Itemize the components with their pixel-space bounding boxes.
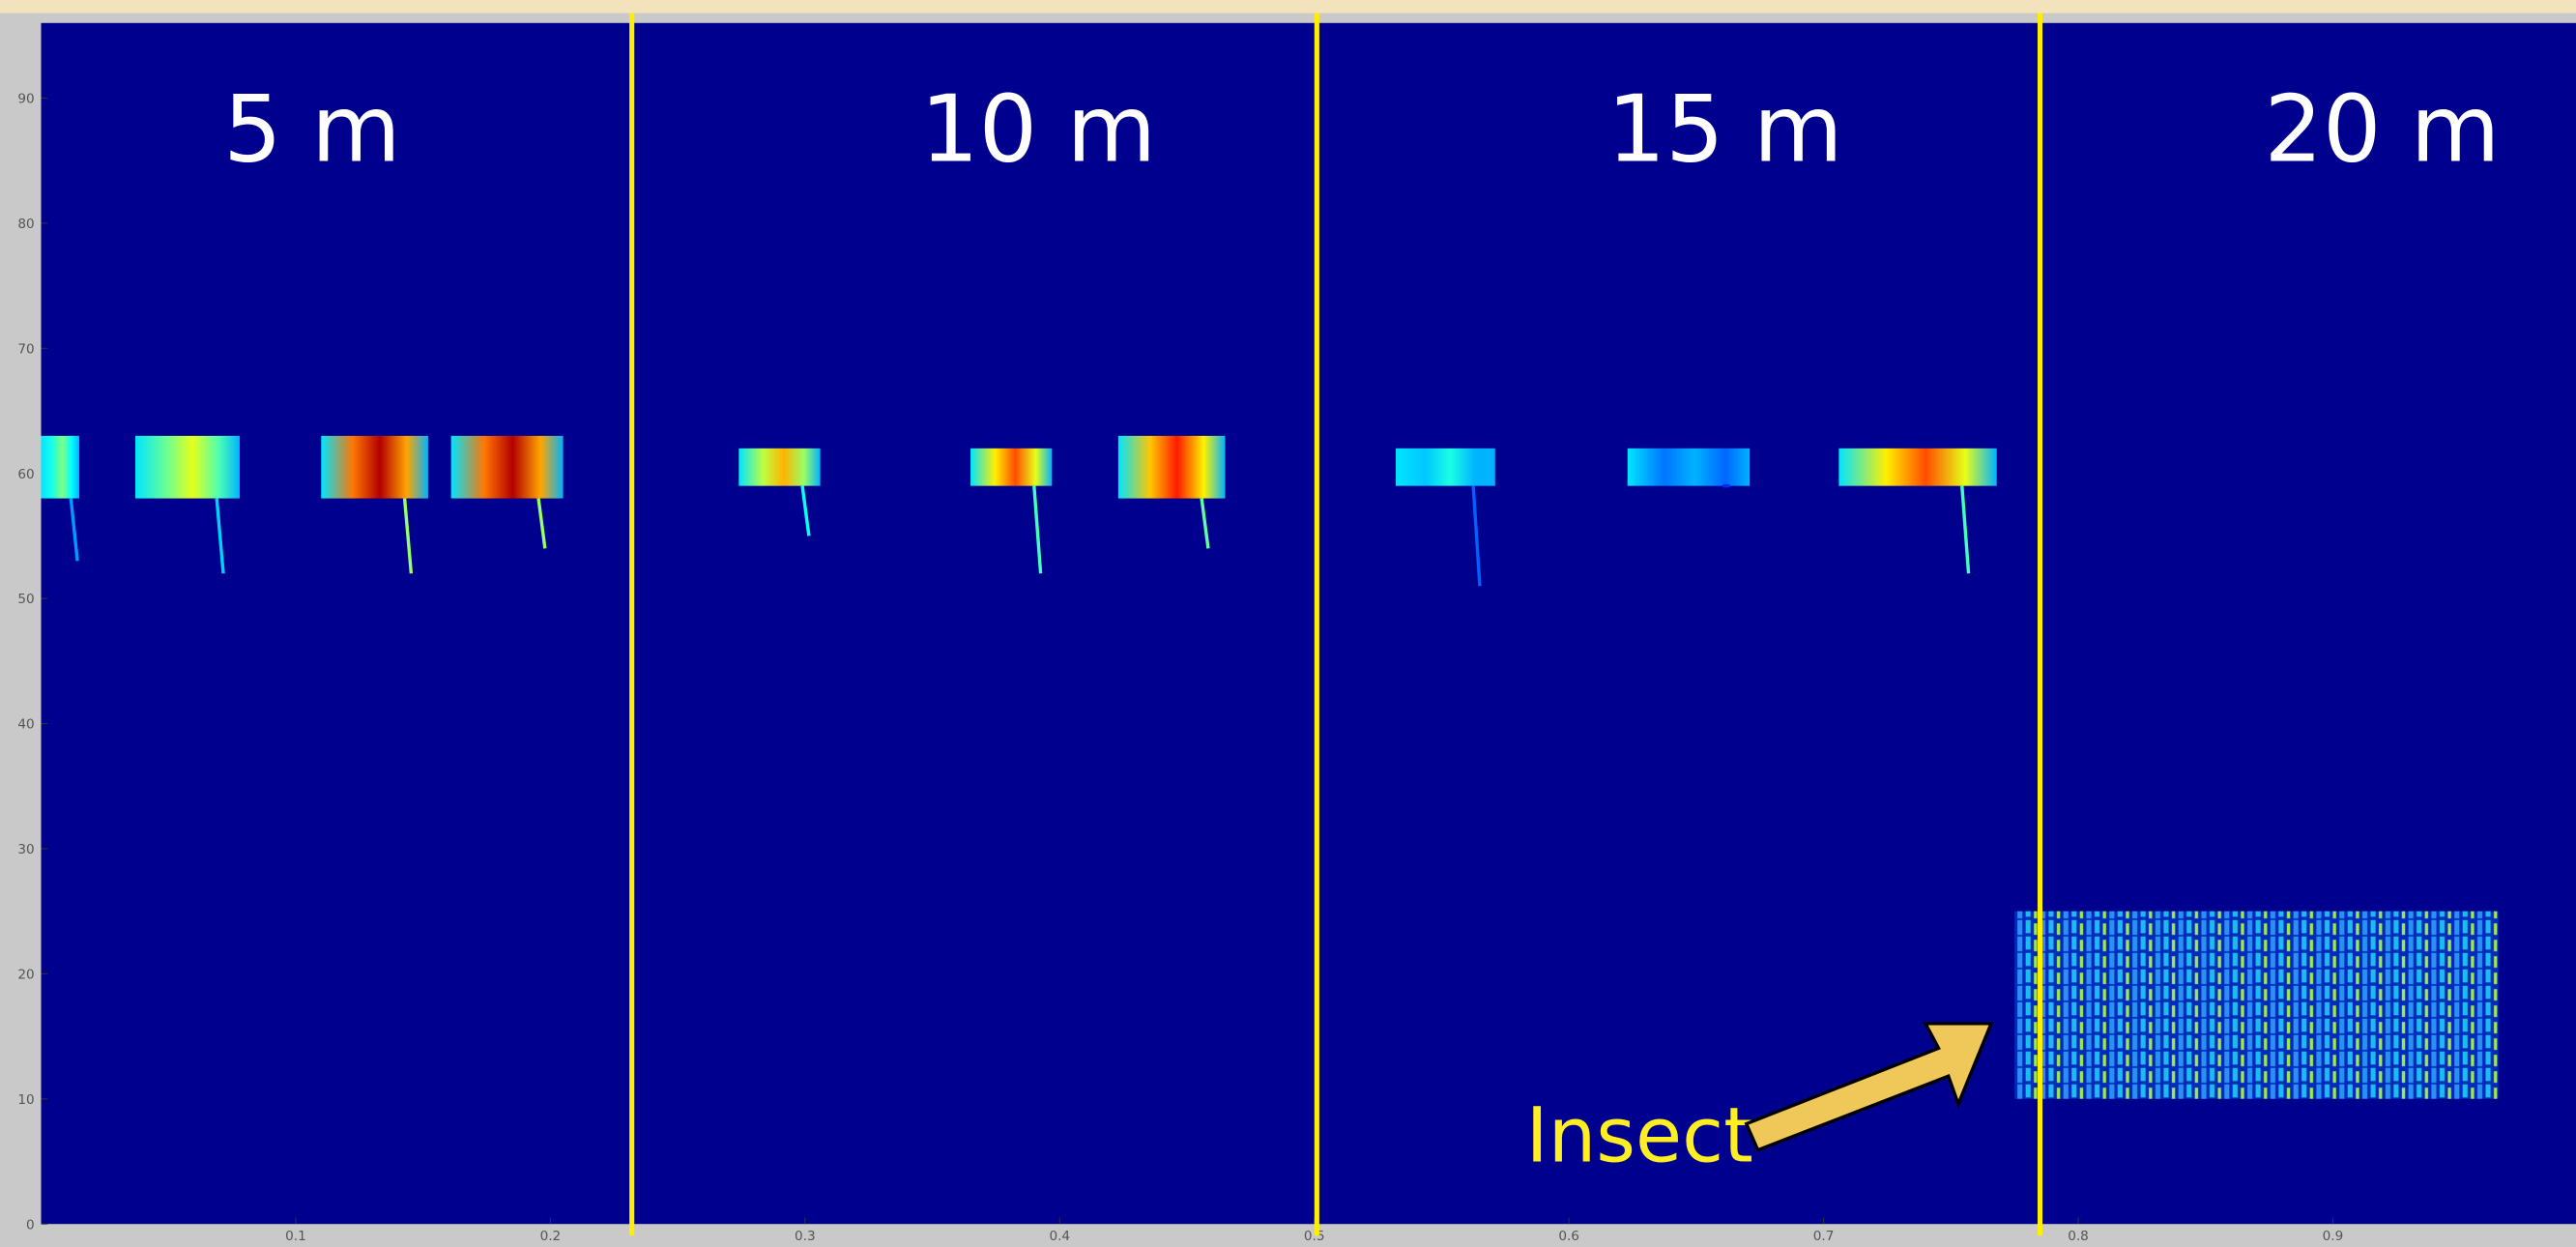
x-tick-label: 0.4 [1049,1229,1070,1244]
y-tick-label: 70 [17,341,34,357]
call [1838,448,1997,486]
call [321,435,428,499]
call [1395,448,1495,486]
insect-signal [2014,911,2499,1099]
call-sweep [69,498,79,562]
x-tick-label: 0.7 [1813,1229,1835,1244]
y-tick-label: 80 [17,217,34,232]
x-tick-label: 0.3 [795,1229,816,1244]
call [41,435,80,499]
call-sweep [536,498,547,549]
insect-arrow [1744,1022,1994,1152]
x-tick-label: 0.8 [2068,1229,2089,1244]
y-tick-label: 10 [17,1092,34,1108]
distance-label: 20 m [2264,77,2500,184]
call [1627,448,1751,486]
y-tick-label: 90 [17,92,34,107]
y-tick-label: 30 [17,842,34,857]
top-strip [0,0,2576,14]
call [134,435,240,499]
x-tick-label: 0.2 [540,1229,562,1244]
y-tick-label: 50 [17,592,34,607]
distance-label: 15 m [1607,77,1843,184]
call-sweep [215,498,225,574]
call-sweep [1032,485,1043,574]
call [450,435,564,499]
x-tick-label: 0.5 [1304,1229,1325,1244]
call [1117,435,1226,499]
x-tick-label: 0.6 [1558,1229,1579,1244]
y-tick-label: 40 [17,717,34,733]
call [970,448,1053,486]
x-tick-label: 0.9 [2323,1229,2344,1244]
y-tick-label: 0 [26,1217,35,1232]
x-tick-label: 0.1 [285,1229,306,1244]
call-sweep [1200,498,1210,549]
insect-label: Insect [1526,1092,1753,1180]
distance-label: 5 m [223,77,400,184]
call-sweep [1960,485,1971,574]
y-tick-label: 60 [17,467,34,482]
distance-label: 10 m [920,77,1156,184]
call-sweep [1471,485,1482,587]
y-tick-label: 20 [17,967,34,982]
call-sweep [800,485,811,536]
call-sweep [402,498,414,574]
call [738,448,821,486]
